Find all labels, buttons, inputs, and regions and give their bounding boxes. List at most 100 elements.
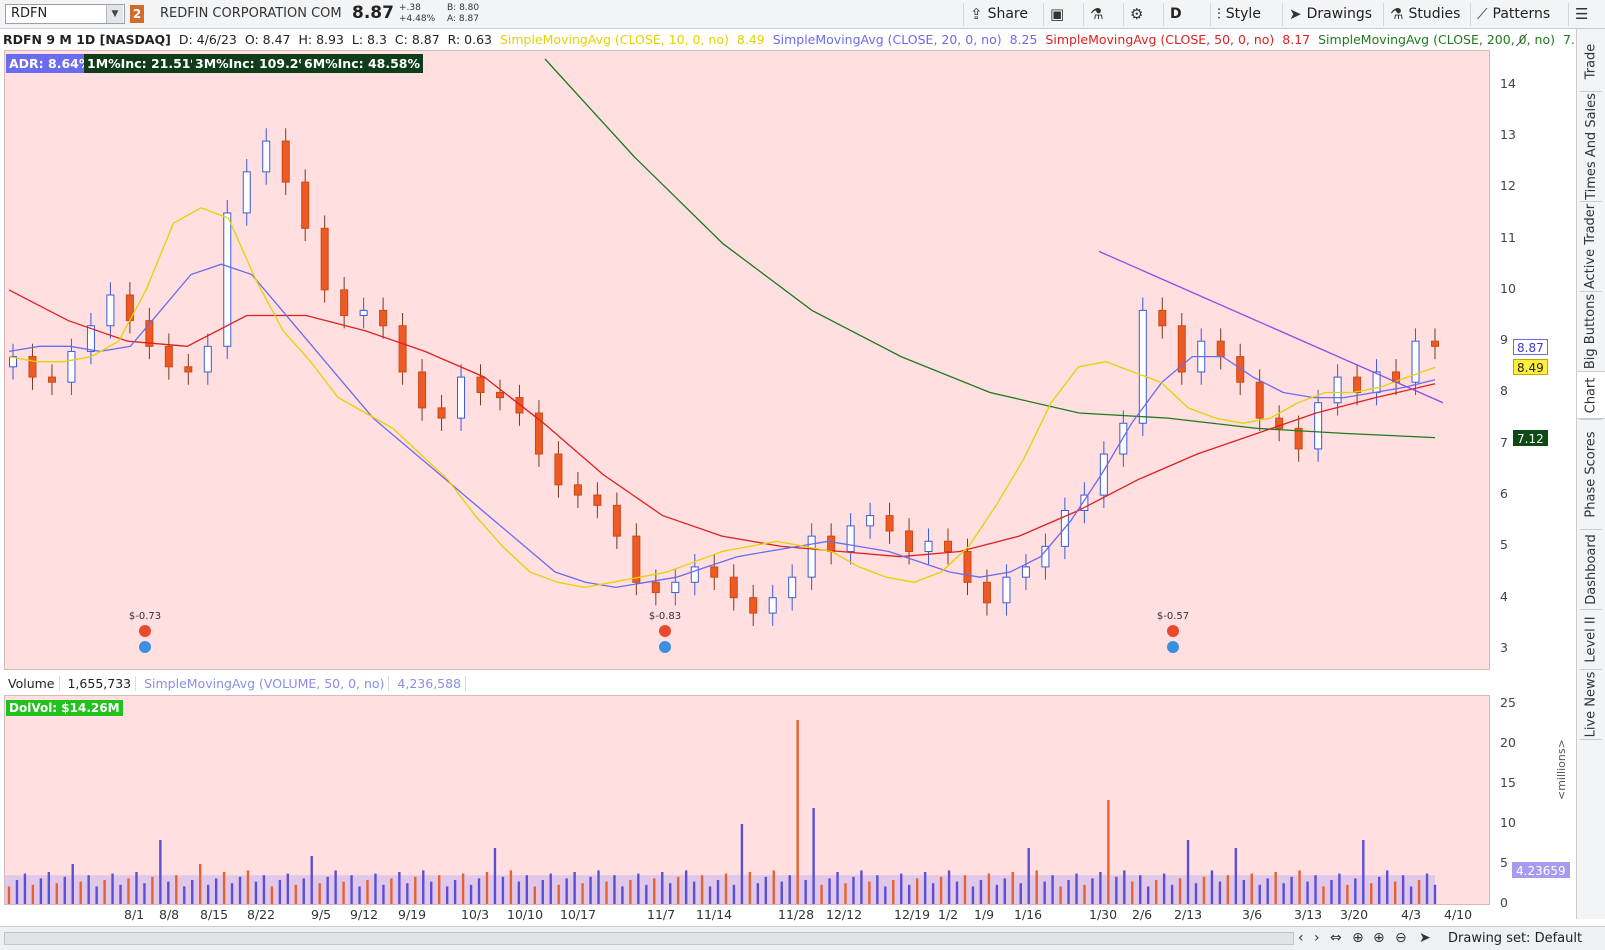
volume-bar[interactable] — [79, 881, 82, 904]
candle-up[interactable] — [242, 171, 251, 214]
volume-bar[interactable] — [589, 876, 592, 904]
volume-bar[interactable] — [350, 875, 353, 904]
volume-bar[interactable] — [1139, 875, 1142, 904]
candle-up[interactable] — [924, 540, 933, 553]
price-pane[interactable]: $-0.73 $-0.83 $-0.57 — [4, 50, 1490, 670]
volume-bar[interactable] — [214, 878, 218, 904]
chart-trend-icon[interactable]: ⟋ — [1516, 31, 1528, 50]
candle-down[interactable] — [47, 376, 56, 383]
volume-bar[interactable] — [1210, 870, 1214, 904]
date-axis[interactable]: 8/1 8/8 8/15 8/22 9/5 9/12 9/19 10/3 10/10 10/17 1… — [4, 906, 1490, 924]
volume-bar[interactable] — [517, 881, 521, 904]
volume-bar[interactable] — [613, 875, 616, 904]
volume-bar[interactable] — [1330, 880, 1333, 904]
volume-bar[interactable] — [565, 878, 568, 904]
volume-bar[interactable] — [756, 883, 760, 904]
candle-down[interactable] — [1158, 309, 1167, 327]
volume-bar[interactable] — [1306, 881, 1309, 904]
candle-up[interactable] — [1138, 309, 1147, 424]
candle-down[interactable] — [145, 320, 154, 347]
volume-bar[interactable] — [820, 884, 823, 904]
volume-chart-svg[interactable] — [5, 696, 1491, 906]
volume-bar[interactable] — [135, 872, 138, 904]
volume-bar[interactable] — [939, 876, 943, 904]
volume-bar[interactable] — [55, 883, 58, 904]
candle-up[interactable] — [788, 576, 797, 599]
volume-bar[interactable] — [119, 884, 122, 904]
volume-bar[interactable] — [175, 875, 178, 904]
volume-bar[interactable] — [167, 881, 170, 904]
sma50-line[interactable] — [8, 289, 1436, 558]
volume-bar[interactable] — [87, 875, 90, 904]
volume-bar[interactable] — [1162, 873, 1166, 904]
style-button[interactable]: ⫶ Style — [1210, 3, 1267, 26]
candle-down[interactable] — [749, 597, 758, 614]
candle-down[interactable] — [1431, 340, 1439, 347]
volume-bar[interactable] — [1043, 881, 1046, 904]
candle-down[interactable] — [320, 227, 329, 291]
volume-bar[interactable] — [31, 884, 35, 904]
volume-bar[interactable] — [270, 886, 274, 904]
volume-bar[interactable] — [1059, 886, 1062, 904]
volume-bar[interactable] — [461, 873, 465, 904]
volume-bar[interactable] — [653, 878, 656, 904]
volume-bar[interactable] — [151, 876, 154, 904]
candle-down[interactable] — [1294, 427, 1303, 450]
volume-bar[interactable] — [1234, 848, 1238, 904]
volume-bar[interactable] — [437, 875, 441, 904]
volume-bar[interactable] — [1083, 884, 1086, 904]
volume-bar[interactable] — [908, 884, 911, 904]
candle-down[interactable] — [398, 325, 407, 373]
volume-bar[interactable] — [95, 886, 98, 904]
sma50-label[interactable]: SimpleMovingAvg (CLOSE, 50, 0, no) — [1045, 32, 1275, 47]
candle-up[interactable] — [1099, 453, 1108, 496]
candle-down[interactable] — [515, 397, 524, 414]
candle-down[interactable] — [632, 535, 641, 583]
flask-button[interactable]: ⚗ — [1083, 3, 1109, 26]
volume-bar[interactable] — [581, 883, 584, 904]
candle-down[interactable] — [1353, 376, 1362, 393]
volume-bar[interactable] — [1425, 873, 1429, 904]
candle-down[interactable] — [495, 391, 504, 399]
volume-bar[interactable] — [326, 876, 329, 904]
sma200-label[interactable]: SimpleMovingAvg (CLOSE, 200, 0, no) — [1318, 32, 1555, 47]
candle-up[interactable] — [67, 350, 76, 383]
candle-up[interactable] — [1021, 566, 1030, 578]
volume-bar[interactable] — [979, 880, 983, 904]
volume-bar[interactable] — [1170, 884, 1174, 904]
sidebar-tab-big-buttons[interactable]: Big Buttons — [1577, 291, 1605, 371]
candle-down[interactable] — [340, 289, 349, 317]
candle-down[interactable] — [418, 371, 427, 409]
volume-bar[interactable] — [1067, 880, 1070, 904]
menu-button[interactable]: ☰ — [1568, 3, 1605, 26]
volume-bar[interactable] — [708, 886, 712, 904]
sma10-line[interactable] — [8, 207, 1436, 589]
volume-bar[interactable] — [1362, 840, 1365, 904]
volume-bar[interactable] — [1433, 884, 1437, 904]
volume-bar[interactable] — [1354, 878, 1357, 904]
volume-bar[interactable] — [71, 864, 74, 904]
volume-bar[interactable] — [876, 875, 879, 904]
volume-bar[interactable] — [684, 870, 688, 904]
volume-bar[interactable] — [1091, 878, 1094, 904]
volume-bar[interactable] — [844, 883, 847, 904]
volume-bar[interactable] — [963, 875, 967, 904]
volume-bar[interactable] — [995, 884, 999, 904]
candle-down[interactable] — [963, 551, 972, 583]
volume-bar[interactable] — [1274, 872, 1277, 904]
candle-down[interactable] — [1177, 325, 1186, 373]
volume-bar[interactable] — [1194, 883, 1198, 904]
sidebar-tab-live-news[interactable]: Live News — [1577, 669, 1605, 739]
volume-bar[interactable] — [501, 876, 505, 904]
volume-bar[interactable] — [987, 873, 991, 904]
volume-bar[interactable] — [971, 886, 975, 904]
candle-down[interactable] — [379, 309, 388, 327]
volume-bar[interactable] — [1378, 876, 1381, 904]
candle-down[interactable] — [944, 540, 953, 553]
volume-bar[interactable] — [485, 872, 489, 904]
drawing-set-label[interactable]: Drawing set: Default — [1448, 931, 1583, 946]
scroll-right-icon[interactable]: › — [1314, 930, 1320, 946]
volume-bar[interactable] — [222, 872, 226, 904]
volume-bar[interactable] — [764, 876, 768, 904]
volume-bar[interactable] — [422, 870, 425, 904]
